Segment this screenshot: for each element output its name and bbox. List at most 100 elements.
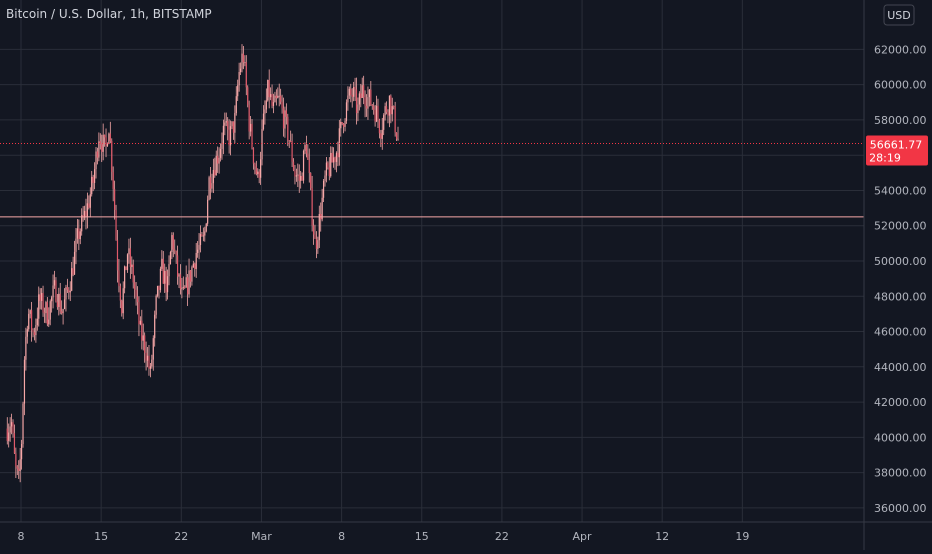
candle-body — [42, 292, 44, 313]
candle — [10, 413, 13, 435]
candle-body — [371, 104, 373, 107]
candle — [355, 77, 358, 125]
candle — [144, 332, 146, 363]
candle-body — [251, 123, 253, 148]
candle — [151, 354, 153, 369]
y-tick-label: 44000.00 — [874, 361, 927, 374]
candle-body — [176, 255, 179, 277]
candle — [208, 175, 210, 201]
candle — [310, 172, 312, 191]
candle-body — [381, 129, 383, 139]
candle — [391, 97, 393, 122]
candle — [33, 327, 36, 341]
candle-body — [172, 235, 174, 250]
candle-body — [397, 138, 399, 140]
candle — [92, 174, 94, 192]
candle — [217, 146, 219, 173]
candle — [244, 55, 246, 67]
candle — [99, 133, 101, 150]
candle-body — [32, 330, 34, 333]
candle-body — [274, 95, 276, 103]
candle — [387, 109, 389, 124]
candle-body — [141, 320, 143, 341]
candle-body — [142, 335, 144, 341]
candle-body — [139, 320, 141, 325]
candle — [26, 325, 28, 344]
candle-body — [288, 140, 290, 142]
candle-body — [310, 173, 312, 189]
candle-body — [126, 254, 129, 270]
candle-body — [161, 258, 163, 269]
candle-body — [249, 123, 252, 132]
candle-body — [312, 225, 315, 235]
candle-body — [219, 148, 222, 158]
candle-body — [144, 335, 146, 353]
candle — [63, 288, 66, 310]
candle — [383, 113, 385, 136]
candles — [6, 44, 399, 483]
x-tick-label: 8 — [338, 530, 345, 543]
candle — [351, 88, 353, 108]
candle-body — [65, 287, 67, 300]
candle — [124, 265, 126, 294]
candle-body — [348, 88, 350, 96]
candle-body — [201, 234, 203, 236]
candle — [282, 97, 285, 137]
candle — [215, 150, 217, 176]
candle-body — [255, 166, 257, 175]
candle-body — [53, 280, 56, 286]
candle-body — [95, 151, 97, 170]
candle-body — [324, 175, 326, 181]
currency-button[interactable]: USD — [883, 4, 915, 26]
candle — [41, 288, 43, 310]
candle — [187, 274, 189, 306]
candle-body — [234, 113, 236, 133]
candle-body — [174, 249, 176, 252]
candle — [82, 206, 84, 222]
candle-body — [333, 157, 335, 163]
candle-body — [39, 294, 41, 301]
candle — [197, 241, 199, 258]
candle — [132, 259, 134, 289]
candle — [32, 328, 34, 338]
candle — [375, 95, 378, 123]
candle — [96, 147, 99, 165]
candle — [335, 151, 338, 173]
candle — [212, 158, 214, 194]
candle — [390, 94, 392, 124]
candle — [271, 84, 273, 109]
candle — [129, 237, 131, 279]
candle-body — [16, 466, 18, 469]
candle-body — [181, 287, 183, 290]
candle-body — [387, 111, 389, 116]
candle-body — [45, 302, 47, 314]
x-tick-label: 22 — [174, 530, 188, 543]
candle-body — [73, 251, 76, 275]
candle — [91, 170, 93, 197]
candle — [12, 419, 14, 438]
candle-body — [360, 93, 362, 98]
candle-body — [71, 268, 73, 291]
candle — [118, 258, 120, 293]
currency-button-frame[interactable] — [883, 4, 915, 26]
candle-body — [136, 296, 139, 303]
candle-body — [207, 199, 209, 224]
candle — [317, 236, 319, 254]
candle-body — [22, 403, 24, 445]
candle-body — [308, 159, 310, 174]
candle — [69, 281, 71, 302]
candle — [344, 118, 346, 132]
candle — [43, 307, 46, 323]
candle-body — [119, 286, 121, 301]
candle-body — [345, 102, 348, 121]
candle-body — [285, 110, 287, 117]
candle — [75, 227, 77, 265]
candle — [108, 132, 110, 145]
candle — [328, 157, 330, 181]
candle — [46, 297, 48, 327]
candle-body — [211, 183, 213, 189]
candle — [255, 160, 257, 176]
